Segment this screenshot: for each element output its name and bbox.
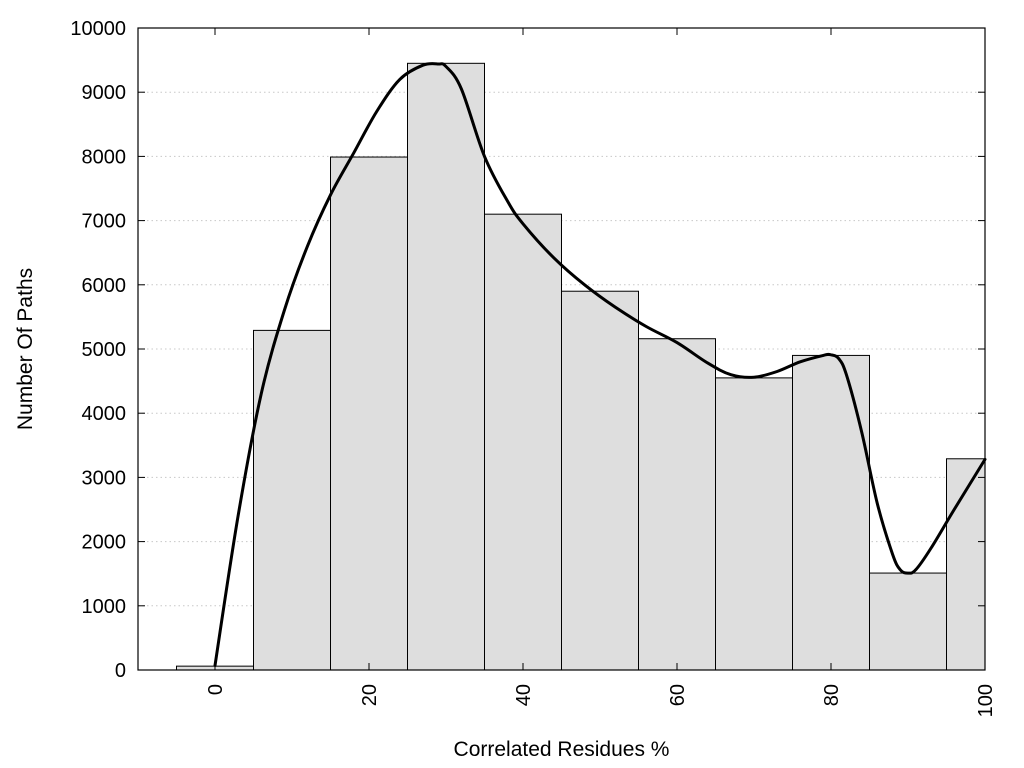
- x-tick-label: 20: [359, 684, 381, 706]
- y-axis-ticks: 0 1000 2000 3000 4000 5000 6000 7000 8000 9000 100…: [70, 18, 985, 682]
- y-tick-label: 4000: [82, 403, 127, 425]
- histogram-bar: [638, 338, 716, 671]
- y-tick-label: 7000: [82, 211, 127, 233]
- x-tick-label: 60: [667, 684, 689, 706]
- y-tick-label: 5000: [82, 339, 127, 361]
- histogram-bar: [792, 354, 870, 671]
- histogram-bar: [407, 62, 485, 671]
- density-curve-line: [213, 62, 987, 667]
- y-tick-label: 6000: [82, 275, 127, 297]
- histogram-bar: [715, 377, 793, 671]
- histogram-bar: [484, 213, 562, 671]
- y-tick-label: 3000: [82, 467, 127, 489]
- y-tick-label: 2000: [82, 532, 127, 554]
- density-curve: [213, 62, 987, 667]
- x-tick-label: 0: [205, 684, 227, 695]
- y-tick-label: 10000: [70, 18, 126, 40]
- y-tick-label: 1000: [82, 596, 127, 618]
- histogram-bar: [253, 329, 331, 671]
- x-axis-label: Correlated Residues %: [454, 738, 670, 761]
- y-tick-label: 0: [115, 660, 126, 682]
- y-tick-label: 9000: [82, 82, 127, 104]
- x-tick-label: 80: [821, 684, 843, 706]
- histogram-bars: [176, 62, 986, 671]
- x-axis-ticks: 0 20 40 60 80 100: [205, 28, 997, 717]
- y-tick-label: 8000: [82, 146, 127, 168]
- histogram-bar: [330, 156, 408, 671]
- histogram-bar: [869, 572, 947, 671]
- y-axis-label: Number Of Paths: [14, 268, 37, 430]
- x-tick-label: 40: [513, 684, 535, 706]
- histogram-bar: [561, 290, 639, 671]
- x-tick-label: 100: [975, 684, 997, 717]
